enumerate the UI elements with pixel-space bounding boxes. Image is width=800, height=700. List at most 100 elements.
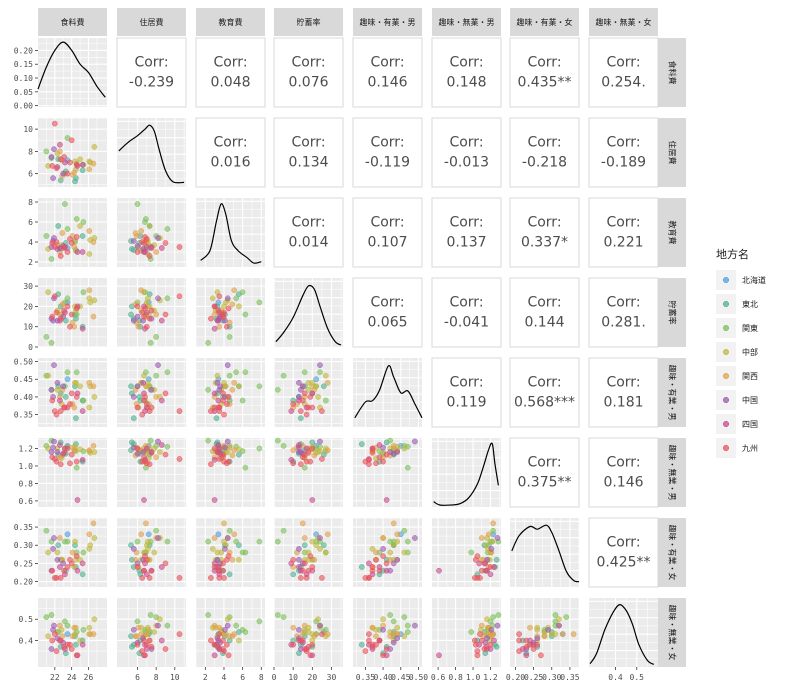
data-point	[493, 556, 500, 563]
corr-value: 0.425**	[596, 555, 650, 571]
data-point	[404, 622, 411, 629]
data-point	[301, 535, 308, 541]
data-point	[130, 317, 137, 324]
data-point	[491, 637, 497, 644]
data-point	[74, 567, 81, 574]
data-point	[483, 567, 490, 574]
corr-value: 0.016	[210, 155, 250, 171]
panel-grid-lines	[432, 438, 501, 507]
data-point	[369, 445, 376, 452]
corr-panel	[509, 117, 580, 188]
data-point	[290, 401, 297, 407]
data-point	[164, 226, 171, 232]
data-point	[142, 234, 148, 240]
data-point	[516, 631, 522, 637]
legend-label: 中部	[742, 347, 758, 357]
data-point	[143, 445, 150, 452]
data-point	[64, 531, 71, 538]
data-point	[64, 404, 71, 411]
data-point	[221, 520, 227, 527]
data-point	[256, 383, 263, 390]
data-point	[225, 553, 232, 559]
top-strip-label: 住居費	[140, 17, 164, 27]
data-point	[211, 622, 218, 629]
data-point	[164, 538, 171, 545]
data-point	[86, 404, 93, 411]
data-point	[61, 307, 67, 314]
data-point	[225, 394, 232, 400]
legend-swatch	[722, 372, 730, 380]
data-point	[48, 154, 55, 160]
corr-value: 0.435**	[517, 75, 571, 91]
data-point	[138, 287, 145, 294]
corr-value: 0.281.	[601, 315, 646, 331]
data-point	[71, 447, 78, 454]
data-point	[301, 646, 308, 652]
density-curve	[200, 203, 262, 264]
scatter-points	[274, 520, 331, 581]
data-point	[366, 575, 372, 581]
corr-label: Corr:	[527, 215, 561, 231]
data-point	[317, 438, 323, 445]
data-point	[296, 379, 302, 386]
data-point	[516, 648, 522, 654]
corr-value: 0.146	[367, 75, 407, 91]
data-point	[412, 438, 418, 445]
data-point	[62, 538, 68, 545]
data-point	[390, 520, 397, 527]
data-point	[220, 560, 226, 567]
data-point	[226, 444, 233, 451]
data-point	[134, 538, 141, 545]
data-point	[224, 622, 231, 629]
right-strip-bg	[658, 38, 686, 107]
data-point	[134, 313, 141, 320]
x-tick-label: 0.35	[356, 673, 375, 682]
top-strip-bg	[353, 8, 422, 36]
data-point	[51, 631, 58, 637]
data-point	[79, 641, 86, 648]
data-point	[552, 612, 559, 618]
data-point	[216, 575, 223, 581]
data-point	[53, 165, 60, 171]
data-point	[86, 251, 93, 257]
data-point	[233, 369, 239, 376]
data-point	[490, 614, 496, 620]
data-point	[296, 442, 302, 448]
data-point	[387, 556, 394, 563]
data-point	[134, 249, 141, 255]
data-point	[369, 546, 376, 552]
data-point	[242, 464, 249, 471]
data-point	[226, 334, 233, 340]
data-point	[487, 564, 494, 570]
data-point	[68, 311, 75, 318]
data-point	[220, 390, 226, 397]
data-point	[380, 458, 386, 465]
data-point	[297, 575, 304, 581]
data-point	[478, 535, 485, 541]
data-point	[563, 614, 570, 620]
data-point	[534, 641, 541, 648]
data-point	[297, 461, 304, 468]
data-point	[222, 626, 228, 633]
data-point	[290, 460, 297, 467]
y-tick-label: 20	[23, 302, 33, 311]
corr-panel	[588, 197, 659, 268]
data-point	[133, 233, 140, 239]
data-point	[208, 575, 214, 581]
data-point	[49, 637, 56, 644]
data-point	[90, 443, 97, 449]
data-point	[224, 616, 231, 623]
data-point	[133, 633, 140, 640]
data-point	[147, 437, 154, 444]
data-point	[158, 245, 165, 251]
right-strip-label: 趣味・無業・女	[668, 605, 678, 661]
data-point	[57, 454, 63, 461]
legend-swatch	[722, 300, 730, 308]
data-point	[79, 325, 86, 332]
data-point	[148, 449, 155, 456]
data-point	[139, 575, 146, 581]
data-point	[90, 383, 97, 390]
data-point	[73, 234, 80, 240]
data-point	[53, 239, 60, 245]
